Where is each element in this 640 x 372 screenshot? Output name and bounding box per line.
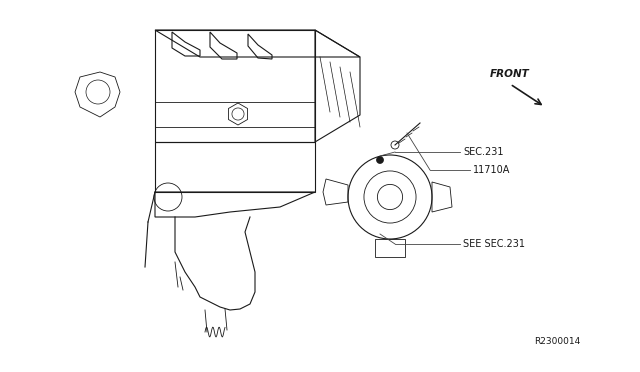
Circle shape: [376, 157, 383, 164]
Text: 11710A: 11710A: [473, 165, 510, 175]
Text: FRONT: FRONT: [490, 69, 530, 79]
Text: SEC.231: SEC.231: [463, 147, 504, 157]
Text: SEE SEC.231: SEE SEC.231: [463, 239, 525, 249]
Text: R2300014: R2300014: [534, 337, 580, 346]
